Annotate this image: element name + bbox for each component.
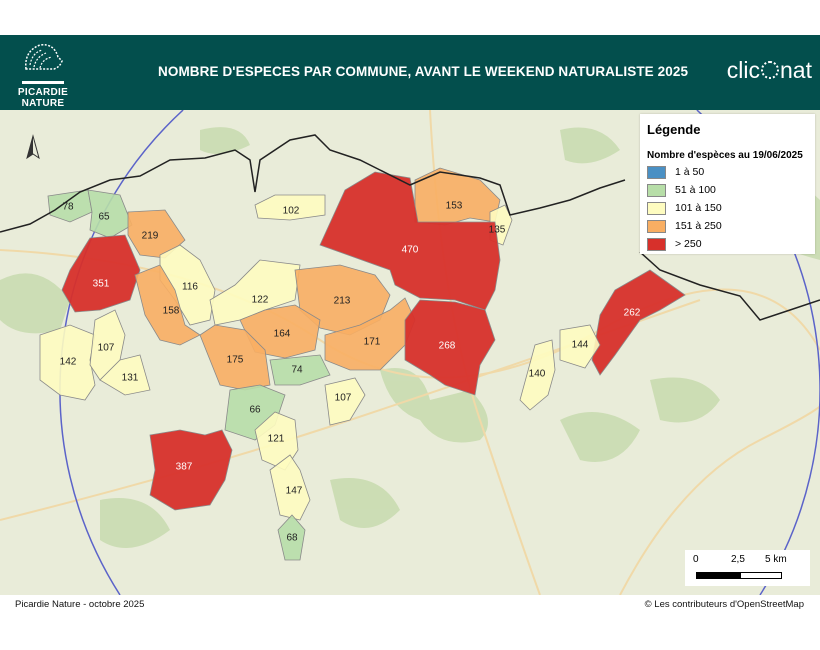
scale-bar: 0 2,5 5 km bbox=[685, 550, 810, 586]
legend-item: > 250 bbox=[647, 237, 702, 251]
commune-polygon[interactable] bbox=[149, 429, 233, 511]
commune-polygon[interactable] bbox=[277, 514, 306, 561]
commune-value-label: 74 bbox=[291, 365, 303, 376]
hedgehog-o-icon bbox=[761, 61, 780, 79]
commune-value-label: 131 bbox=[122, 373, 139, 384]
commune-value-label: 135 bbox=[489, 225, 506, 236]
commune-value-label: 171 bbox=[364, 337, 381, 348]
commune-value-label: 470 bbox=[402, 245, 419, 256]
legend-swatch bbox=[647, 165, 666, 179]
commune-polygon[interactable] bbox=[39, 324, 96, 401]
legend-label: 151 à 250 bbox=[675, 220, 722, 232]
commune-value-label: 213 bbox=[334, 296, 351, 307]
footer-credit: Picardie Nature - octobre 2025 bbox=[15, 599, 145, 610]
legend-item: 151 à 250 bbox=[647, 219, 722, 233]
commune-value-label: 387 bbox=[176, 462, 193, 473]
commune-polygon[interactable] bbox=[324, 377, 366, 426]
commune-polygon[interactable] bbox=[269, 354, 331, 386]
legend-title: Légende bbox=[647, 122, 701, 137]
commune-polygon[interactable] bbox=[61, 234, 141, 313]
north-arrow-icon bbox=[26, 134, 40, 160]
commune-value-label: 164 bbox=[274, 329, 291, 340]
commune-value-label: 140 bbox=[529, 369, 546, 380]
legend-item: 51 à 100 bbox=[647, 183, 716, 197]
commune-value-label: 66 bbox=[249, 405, 261, 416]
commune-value-label: 158 bbox=[163, 306, 180, 317]
communes-layer bbox=[39, 167, 686, 561]
legend-subtitle: Nombre d'espèces au 19/06/2025 bbox=[647, 150, 803, 161]
legend-item: 101 à 150 bbox=[647, 201, 722, 215]
scale-tick: 2,5 bbox=[731, 554, 745, 565]
legend-swatch bbox=[647, 219, 666, 233]
commune-polygon[interactable] bbox=[591, 269, 686, 376]
legend-label: > 250 bbox=[675, 238, 702, 250]
commune-polygon[interactable] bbox=[254, 194, 326, 221]
commune-value-label: 219 bbox=[142, 231, 159, 242]
map-legend: Légende Nombre d'espèces au 19/06/2025 1… bbox=[640, 114, 815, 254]
scale-tick: 5 km bbox=[765, 554, 787, 565]
commune-polygon[interactable] bbox=[209, 259, 301, 326]
commune-value-label: 268 bbox=[439, 341, 456, 352]
commune-polygon[interactable] bbox=[87, 189, 133, 239]
legend-label: 101 à 150 bbox=[675, 202, 722, 214]
commune-value-label: 351 bbox=[93, 279, 110, 290]
header-banner: PICARDIE NATURE NOMBRE D'ESPECES PAR COM… bbox=[0, 35, 820, 110]
picardie-nature-logo: PICARDIE NATURE bbox=[14, 41, 72, 109]
commune-polygon[interactable] bbox=[99, 354, 151, 396]
commune-value-label: 262 bbox=[624, 308, 641, 319]
commune-value-label: 107 bbox=[335, 393, 352, 404]
commune-polygon[interactable] bbox=[199, 324, 271, 391]
commune-labels: 78 65 219 351 102 153 135 470 116 122 213 158 164 171… bbox=[60, 201, 641, 544]
commune-value-label: 78 bbox=[62, 202, 74, 213]
legend-swatch bbox=[647, 237, 666, 251]
legend-label: 1 à 50 bbox=[675, 166, 705, 178]
commune-polygon[interactable] bbox=[254, 411, 299, 471]
commune-value-label: 142 bbox=[60, 357, 77, 368]
hedgehog-icon bbox=[25, 44, 63, 70]
legend-swatch bbox=[647, 183, 666, 197]
page-title: NOMBRE D'ESPECES PAR COMMUNE, AVANT LE W… bbox=[158, 64, 689, 79]
commune-value-label: 144 bbox=[572, 340, 589, 351]
brand-part-1: clic bbox=[726, 57, 761, 83]
commune-value-label: 147 bbox=[286, 486, 303, 497]
footer-attribution: © Les contributeurs d'OpenStreetMap bbox=[644, 599, 804, 610]
commune-value-label: 175 bbox=[227, 355, 244, 366]
commune-value-label: 122 bbox=[252, 295, 269, 306]
commune-value-label: 65 bbox=[98, 212, 110, 223]
legend-label: 51 à 100 bbox=[675, 184, 716, 196]
commune-value-label: 153 bbox=[446, 201, 463, 212]
scale-tick: 0 bbox=[693, 554, 699, 565]
commune-polygon[interactable] bbox=[269, 454, 311, 521]
commune-value-label: 102 bbox=[283, 206, 300, 217]
legend-item: 1 à 50 bbox=[647, 165, 704, 179]
commune-value-label: 121 bbox=[268, 434, 285, 445]
regional-boundary bbox=[0, 134, 820, 321]
commune-value-label: 116 bbox=[182, 282, 198, 293]
brand-part-2: nat bbox=[780, 57, 812, 83]
commune-polygon[interactable] bbox=[404, 299, 496, 396]
clicnat-logo: clic nat bbox=[727, 57, 812, 84]
footer: Picardie Nature - octobre 2025 © Les con… bbox=[0, 595, 820, 615]
logo-text-line1: PICARDIE bbox=[17, 87, 69, 98]
commune-value-label: 68 bbox=[286, 533, 298, 544]
commune-polygon[interactable] bbox=[519, 339, 556, 411]
legend-swatch bbox=[647, 201, 666, 215]
logo-text-line2: NATURE bbox=[21, 98, 65, 109]
commune-polygon[interactable] bbox=[559, 324, 601, 369]
commune-value-label: 107 bbox=[98, 343, 115, 354]
